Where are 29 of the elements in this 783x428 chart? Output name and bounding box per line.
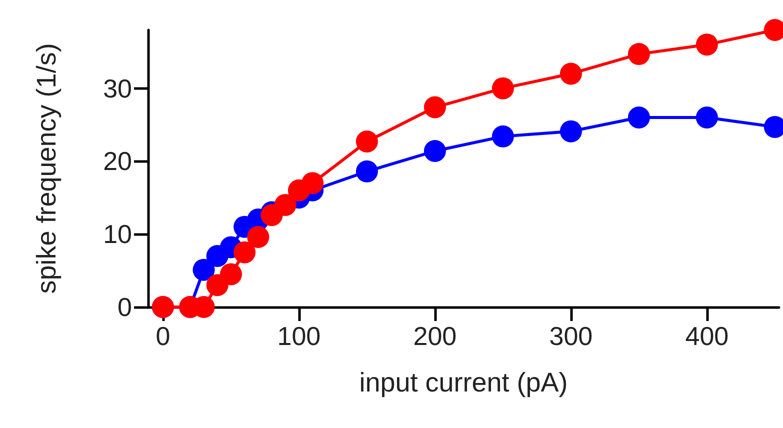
x-tick-label: 200 [413,321,457,351]
y-axis-title: spike frequency (1/s) [32,43,62,294]
x-tick-label: 0 [156,321,170,351]
point [247,226,270,248]
point [628,106,650,128]
point [696,106,718,128]
point [424,96,446,118]
point [234,241,256,264]
x-tick-label: 300 [549,321,593,351]
point [220,263,242,286]
x-axis-title: input current (pA) [359,368,568,398]
point [560,120,582,142]
y-tick-label: 0 [118,292,132,322]
point [696,34,718,56]
point [492,125,514,148]
y-tick-label: 10 [103,219,132,250]
point [628,43,650,66]
x-tick-label: 400 [685,321,729,351]
point [302,172,324,194]
x-tick-label: 100 [277,321,321,351]
point [274,194,296,216]
y-tick-label: 20 [103,146,132,176]
point [356,160,378,182]
point [424,140,446,162]
point [560,62,582,85]
point [492,77,514,100]
point [192,258,215,281]
y-tick-label: 30 [103,73,132,104]
point [356,130,378,153]
